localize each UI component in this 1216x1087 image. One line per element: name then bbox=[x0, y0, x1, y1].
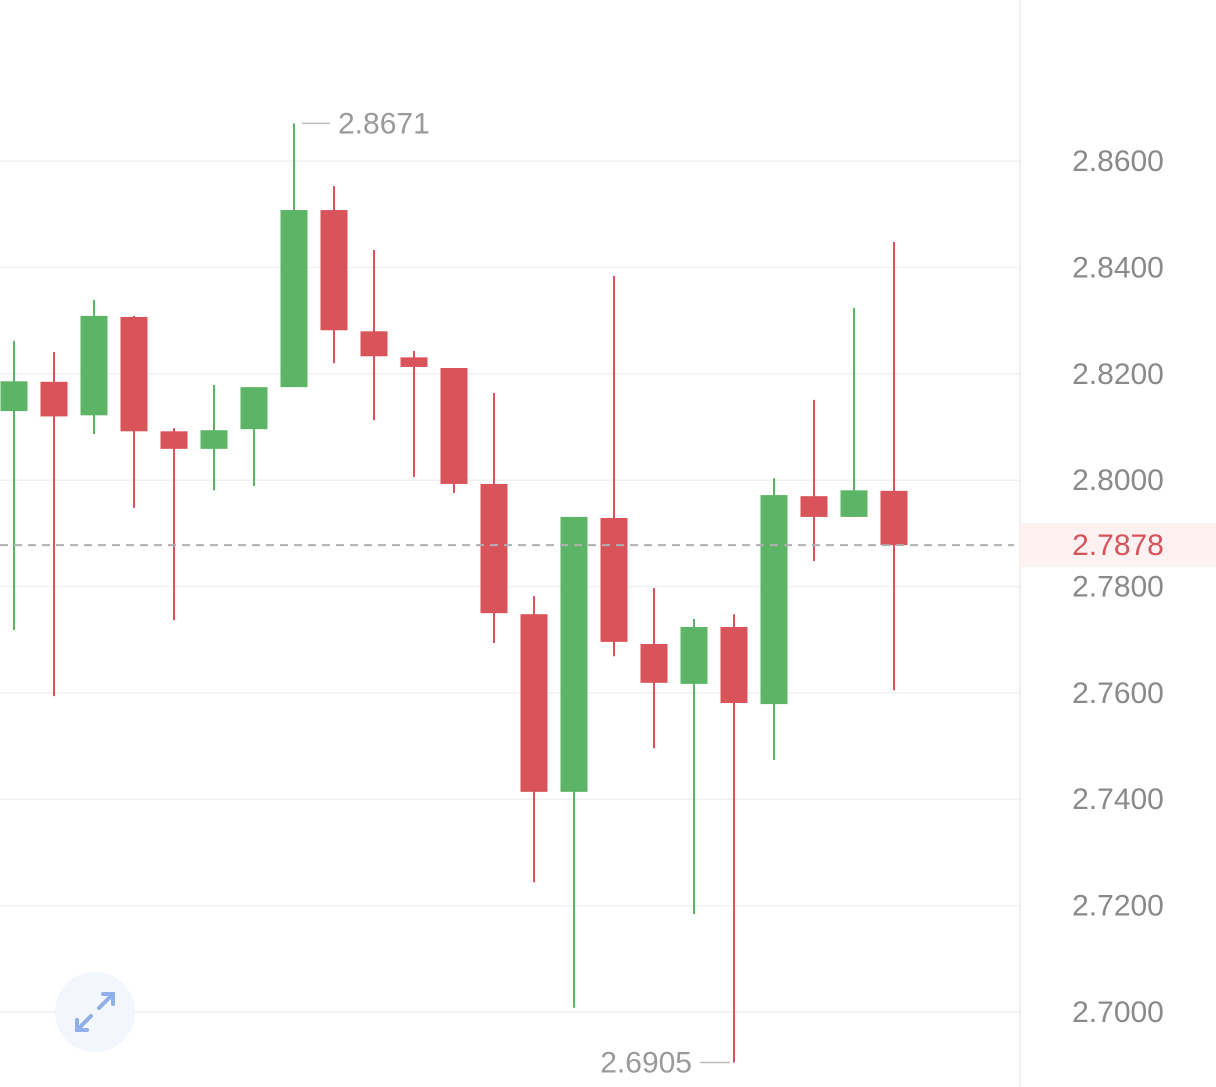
y-tick-label: 2.8200 bbox=[1072, 358, 1164, 391]
candle-body bbox=[240, 387, 268, 430]
candle-body bbox=[360, 331, 388, 357]
candle-body bbox=[720, 626, 748, 704]
candle-body bbox=[680, 626, 708, 684]
candle-body bbox=[120, 316, 148, 432]
candle-body bbox=[440, 368, 468, 484]
candle-body bbox=[280, 210, 308, 388]
candle-body bbox=[880, 490, 908, 546]
candle-body bbox=[0, 381, 28, 412]
candle-body bbox=[200, 430, 228, 449]
y-tick-label: 2.7600 bbox=[1072, 677, 1164, 710]
expand-button[interactable] bbox=[55, 972, 135, 1052]
candle-body bbox=[80, 315, 108, 416]
y-tick-label: 2.7400 bbox=[1072, 783, 1164, 816]
y-tick-label: 2.8400 bbox=[1072, 251, 1164, 284]
candle-body bbox=[520, 614, 548, 792]
y-tick-label: 2.7000 bbox=[1072, 996, 1164, 1029]
expand-button-bg[interactable] bbox=[55, 972, 135, 1052]
candle-body bbox=[400, 357, 428, 367]
candle-body bbox=[40, 381, 68, 417]
candle-body bbox=[480, 483, 508, 614]
expand-icon bbox=[75, 992, 115, 1032]
y-tick-label: 2.8600 bbox=[1072, 145, 1164, 178]
candle-body bbox=[640, 644, 668, 683]
y-tick-label: 2.8000 bbox=[1072, 464, 1164, 497]
candle-body bbox=[560, 516, 588, 792]
grid: 2.8600 2.8400 2.8200 2.8000 2.7800 2.7600 2.74… bbox=[0, 145, 1164, 1029]
overlay: 2.7878 2.8671 2.6905 bbox=[0, 107, 1216, 1079]
candles bbox=[0, 123, 908, 1063]
candle-body bbox=[840, 490, 868, 517]
min-label: 2.6905 bbox=[600, 1046, 692, 1079]
candle-body bbox=[800, 496, 828, 517]
last-price-label: 2.7878 bbox=[1072, 529, 1164, 562]
candle-body bbox=[320, 210, 348, 331]
candle-body bbox=[760, 495, 788, 705]
max-label: 2.8671 bbox=[338, 107, 430, 140]
candle-body bbox=[600, 517, 628, 642]
y-tick-label: 2.7200 bbox=[1072, 890, 1164, 923]
candle-body bbox=[160, 431, 188, 449]
y-tick-label: 2.7800 bbox=[1072, 570, 1164, 603]
last-price-box bbox=[1020, 523, 1216, 568]
